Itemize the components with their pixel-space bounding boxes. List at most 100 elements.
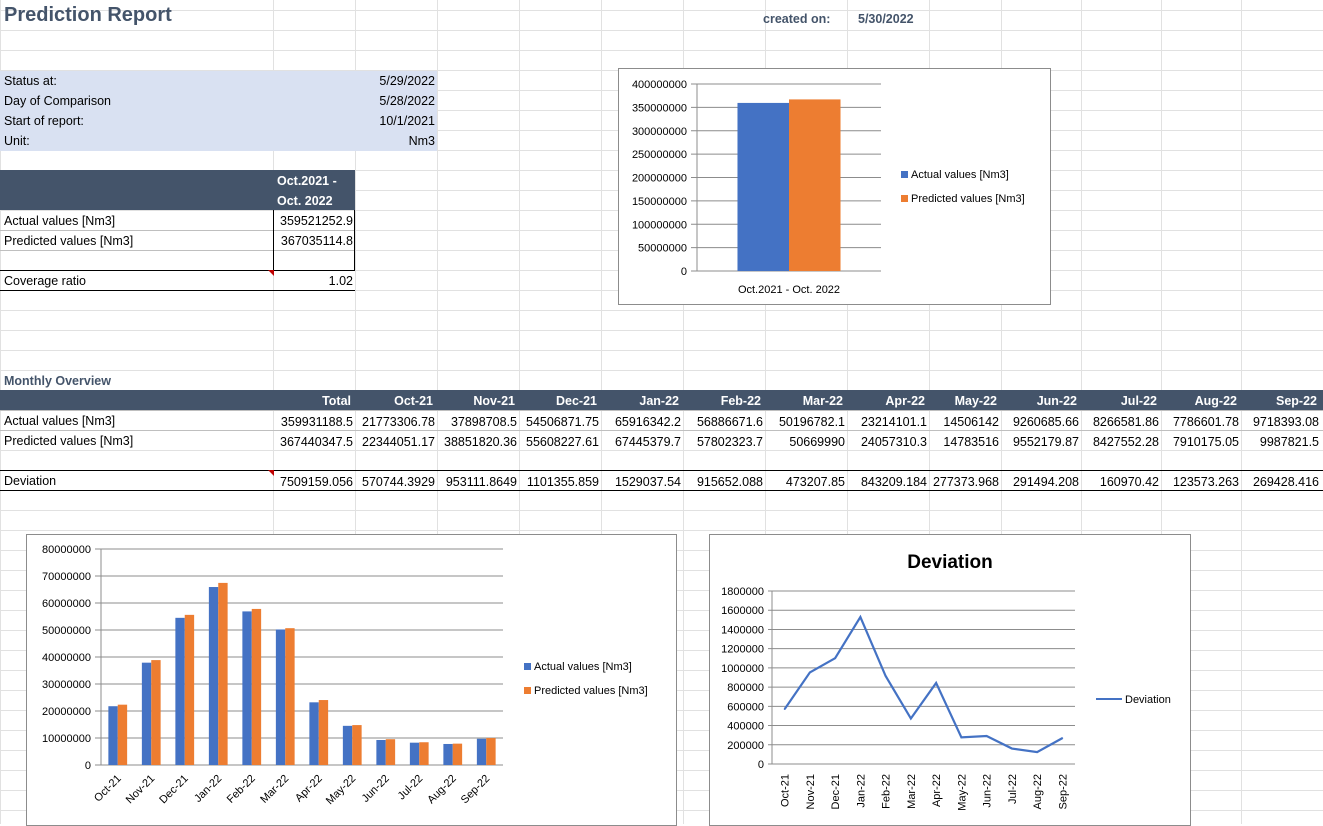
created-on-label: created on: <box>763 12 831 26</box>
x-tick-label-4: Feb-22 <box>881 774 893 809</box>
x-tick-label-8: Jun-22 <box>360 773 392 805</box>
monthly-actual-cell-2: 37898708.5 <box>450 415 517 429</box>
y-tick-label-4: 200000000 <box>632 173 687 185</box>
legend-label-1: Predicted values [Nm3] <box>534 685 648 697</box>
status-label: Status at: <box>4 74 57 88</box>
y-tick-label-1: 200000 <box>727 740 764 752</box>
monthly-predicted-cell-2: 38851820.36 <box>444 435 517 449</box>
x-tick-label-10: Aug-22 <box>425 773 459 807</box>
deviation-point-Jun-22 <box>985 735 988 737</box>
x-tick-label-9: Jul-22 <box>1007 774 1019 804</box>
y-tick-label-6: 60000000 <box>42 598 91 610</box>
deviation-point-Jan-22 <box>859 616 862 618</box>
monthly-deviation-cell-1: 570744.3929 <box>362 475 435 489</box>
bar-May-22-1 <box>352 725 362 765</box>
x-tick-label-6: Apr-22 <box>293 773 325 805</box>
x-tick-label-3: Jan-22 <box>192 773 224 805</box>
monthly-section-title: Monthly Overview <box>4 374 111 388</box>
report-start-label: Start of report: <box>4 114 84 128</box>
monthly-deviation-cell-10: 160970.42 <box>1099 475 1159 489</box>
monthly-header-7: Apr-22 <box>885 394 925 408</box>
bar-Oct.2021 - Oct. 2022-0 <box>737 102 789 271</box>
bar-Apr-22-0 <box>309 702 319 765</box>
x-tick-label-9: Jul-22 <box>396 773 426 803</box>
x-tick-label-10: Aug-22 <box>1032 774 1044 809</box>
bar-Apr-22-1 <box>318 700 329 765</box>
bar-Dec-21-0 <box>175 617 185 765</box>
deviation-point-Dec-21 <box>834 657 836 659</box>
monthly-deviation-cell-7: 843209.184 <box>860 475 927 489</box>
bar-Dec-21-1 <box>184 614 195 765</box>
legend-label-0: Deviation <box>1125 694 1171 706</box>
legend-label-0: Actual values [Nm3] <box>534 661 632 673</box>
monthly-deviation-cell-4: 1529037.54 <box>614 475 681 489</box>
created-on-value: 5/30/2022 <box>858 12 914 26</box>
monthly-predicted-cell-0: 367440347.5 <box>280 435 353 449</box>
monthly-actual-cell-1: 21773306.78 <box>362 415 435 429</box>
x-tick-label-3: Jan-22 <box>855 774 867 808</box>
summary-right-rule <box>354 210 355 270</box>
bar-Sep-22-0 <box>476 738 487 765</box>
x-tick-label-5: Mar-22 <box>258 773 291 806</box>
bar-Feb-22-0 <box>242 611 252 765</box>
report-title: Prediction Report <box>4 4 172 26</box>
monthly-deviation-cell-3: 1101355.859 <box>526 475 599 489</box>
summary-header-line2: Oct. 2022 <box>277 194 333 208</box>
y-tick-label-0: 0 <box>681 266 687 278</box>
y-tick-label-6: 1200000 <box>721 644 764 656</box>
bar-Jul-22-1 <box>419 742 429 765</box>
deviation-rule-top <box>0 470 1323 471</box>
y-tick-label-7: 1400000 <box>721 624 764 636</box>
deviation-chart[interactable]: Deviation 0 200000 400000 600000 800000 100000… <box>709 534 1191 826</box>
deviation-point-Oct-21 <box>783 708 786 710</box>
monthly-predicted-cell-1: 22344051.17 <box>362 435 435 449</box>
legend-label-1: Predicted values [Nm3] <box>911 193 1025 205</box>
monthly-actual-cell-3: 54506871.75 <box>526 415 599 429</box>
monthly-actual-cell-6: 50196782.1 <box>778 415 845 429</box>
y-tick-label-7: 70000000 <box>42 571 91 583</box>
monthly-header-band <box>0 390 1323 410</box>
bar-Mar-22-1 <box>285 628 295 765</box>
x-tick-label-2: Dec-21 <box>157 773 191 807</box>
y-tick-label-2: 100000000 <box>632 219 687 231</box>
unit-value: Nm3 <box>408 134 435 148</box>
deviation-point-Nov-21 <box>809 671 811 674</box>
bar-Oct.2021 - Oct. 2022-1 <box>789 99 841 271</box>
bar-Nov-21-1 <box>151 660 161 765</box>
x-tick-label-2: Dec-21 <box>830 774 842 809</box>
coverage-ratio-value: 1.02 <box>328 274 353 288</box>
monthly-actual-cell-8: 14506142 <box>943 415 999 429</box>
legend-label-0: Actual values [Nm3] <box>911 169 1009 181</box>
summary-rule-bottom <box>0 290 355 291</box>
monthly-deviation-cell-2: 953111.8649 <box>445 475 517 489</box>
bar-Oct-21-0 <box>108 706 118 765</box>
monthly-header-4: Jan-22 <box>639 394 679 408</box>
monthly-header-8: May-22 <box>954 394 997 408</box>
summary-chart[interactable]: 0 50000000 100000000 150000000 200000000 2500… <box>618 68 1051 305</box>
bar-Jun-22-1 <box>385 739 396 765</box>
bar-Mar-22-0 <box>275 629 286 765</box>
comment-marker <box>268 270 274 276</box>
monthly-deviation-cell-11: 123573.263 <box>1172 475 1239 489</box>
monthly-predicted-cell-4: 67445379.7 <box>614 435 681 449</box>
deviation-point-Aug-22 <box>1036 751 1038 753</box>
summary-predicted-value: 367035114.8 <box>280 234 353 248</box>
deviation-point-Mar-22 <box>910 717 912 720</box>
monthly-header-1: Oct-21 <box>394 394 433 408</box>
monthly-actual-cell-12: 9718393.08 <box>1252 415 1319 429</box>
y-tick-label-0: 0 <box>758 759 764 771</box>
report-start-value: 10/1/2021 <box>379 114 435 128</box>
y-tick-label-3: 30000000 <box>42 679 91 691</box>
summary-col-rule <box>273 210 274 270</box>
y-tick-label-7: 350000000 <box>632 102 687 114</box>
x-tick-label-4: Feb-22 <box>225 773 258 806</box>
monthly-actual-cell-11: 7786601.78 <box>1172 415 1239 429</box>
y-tick-label-6: 300000000 <box>632 126 687 138</box>
monthly-header-5: Feb-22 <box>720 394 761 408</box>
monthly-chart[interactable]: 0 10000000 20000000 30000000 40000000 5000000… <box>26 534 677 826</box>
summary-header-line1: Oct.2021 - <box>277 174 337 188</box>
monthly-predicted-cell-12: 9987821.5 <box>1259 435 1319 449</box>
summary-predicted-label: Predicted values [Nm3] <box>4 234 134 248</box>
monthly-chart-svg: 0 10000000 20000000 30000000 40000000 5000000… <box>42 544 648 807</box>
monthly-deviation-cell-6: 473207.85 <box>785 475 845 489</box>
